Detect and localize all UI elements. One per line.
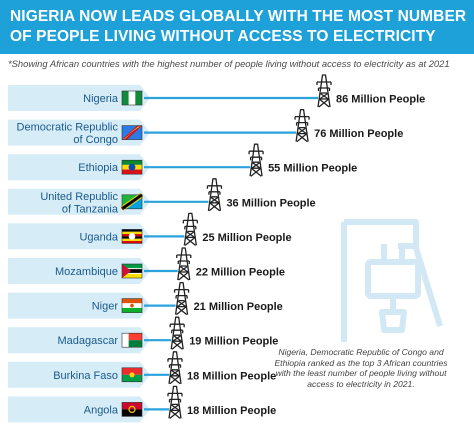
category-band bbox=[8, 154, 150, 181]
value-label: 21 Million People bbox=[194, 301, 283, 313]
category-band bbox=[8, 85, 150, 111]
category-band bbox=[8, 396, 150, 423]
bar-row-madagascar: Madagascar 19 Million People bbox=[8, 316, 278, 354]
bar-row-tanzania: United Republic of Tanzania 36 Million Peo… bbox=[8, 178, 316, 216]
flag-icon-tanzania bbox=[120, 192, 144, 211]
transmission-tower-icon bbox=[206, 178, 223, 212]
bar-row-burkina-faso: Burkina Faso 18 Million People bbox=[8, 351, 276, 388]
bar-row-nigeria: Nigeria 86 Million People bbox=[8, 74, 425, 111]
category-label: Niger bbox=[92, 301, 119, 313]
bar-row-angola: Angola 18 Million People bbox=[8, 385, 276, 423]
flag-icon-ethiopia bbox=[121, 159, 143, 175]
transmission-tower-icon bbox=[167, 351, 183, 385]
transmission-tower-icon bbox=[248, 143, 264, 177]
value-label: 76 Million People bbox=[314, 128, 403, 140]
transmission-tower-icon bbox=[294, 108, 310, 143]
category-label: Mozambique bbox=[55, 266, 118, 278]
flag-icon-niger bbox=[121, 298, 143, 313]
transmission-tower-icon bbox=[316, 74, 332, 108]
category-band bbox=[8, 327, 150, 354]
transmission-tower-icon bbox=[182, 212, 198, 246]
category-label: Nigeria bbox=[83, 93, 119, 105]
value-label: 18 Million People bbox=[187, 405, 276, 417]
bar-row-uganda: Uganda 25 Million People bbox=[8, 212, 292, 250]
flag-icon-drc bbox=[121, 125, 143, 140]
chart-subtitle: *Showing African countries with the high… bbox=[8, 58, 450, 69]
transmission-tower-icon bbox=[173, 281, 190, 316]
transmission-tower-icon bbox=[167, 385, 183, 419]
plug-icon bbox=[341, 219, 443, 342]
value-label: 55 Million People bbox=[268, 163, 357, 175]
category-band bbox=[8, 292, 150, 319]
bar-row-drc: Democratic Republic of Congo 76 Million Pe… bbox=[8, 108, 403, 147]
category-band bbox=[8, 188, 150, 215]
flag-icon-mozambique bbox=[121, 263, 143, 279]
category-label: Burkina Faso bbox=[53, 370, 118, 382]
value-label: 18 Million People bbox=[187, 370, 276, 382]
category-label: Uganda bbox=[79, 231, 118, 243]
value-label: 19 Million People bbox=[189, 336, 278, 348]
flag-icon-uganda bbox=[121, 229, 143, 244]
chart-title: NIGERIA NOW LEADS GLOBALLY WITH THE MOST… bbox=[10, 8, 467, 45]
bar-row-ethiopia: Ethiopia 55 Million People bbox=[8, 143, 357, 181]
value-label: 22 Million People bbox=[196, 267, 285, 279]
bar-row-niger: Niger 21 Million People bbox=[8, 281, 283, 319]
category-label: Democratic Republic of Congo bbox=[17, 122, 119, 147]
transmission-tower-icon bbox=[169, 316, 185, 350]
category-band bbox=[8, 361, 150, 388]
category-band bbox=[8, 119, 150, 146]
category-label: Angola bbox=[84, 404, 119, 416]
value-label: 86 Million People bbox=[336, 94, 425, 106]
value-label: 25 Million People bbox=[202, 232, 291, 244]
value-label: 36 Million People bbox=[226, 197, 315, 209]
category-band bbox=[8, 258, 150, 284]
flag-icon-madagascar bbox=[121, 332, 143, 348]
flag-icon-burkina-faso bbox=[121, 367, 143, 383]
category-label: United Republic of Tanzania bbox=[40, 191, 119, 216]
flag-icon-angola bbox=[121, 402, 143, 417]
title-banner: NIGERIA NOW LEADS GLOBALLY WITH THE MOST… bbox=[0, 0, 474, 54]
footnote: Nigeria, Democratic Republic of Congo an… bbox=[274, 347, 448, 389]
category-band bbox=[8, 223, 150, 250]
transmission-tower-icon bbox=[176, 247, 192, 281]
category-label: Ethiopia bbox=[78, 162, 119, 174]
category-label: Madagascar bbox=[57, 335, 118, 347]
bar-row-mozambique: Mozambique 22 Million People bbox=[8, 247, 285, 284]
flag-icon-nigeria bbox=[121, 90, 143, 106]
